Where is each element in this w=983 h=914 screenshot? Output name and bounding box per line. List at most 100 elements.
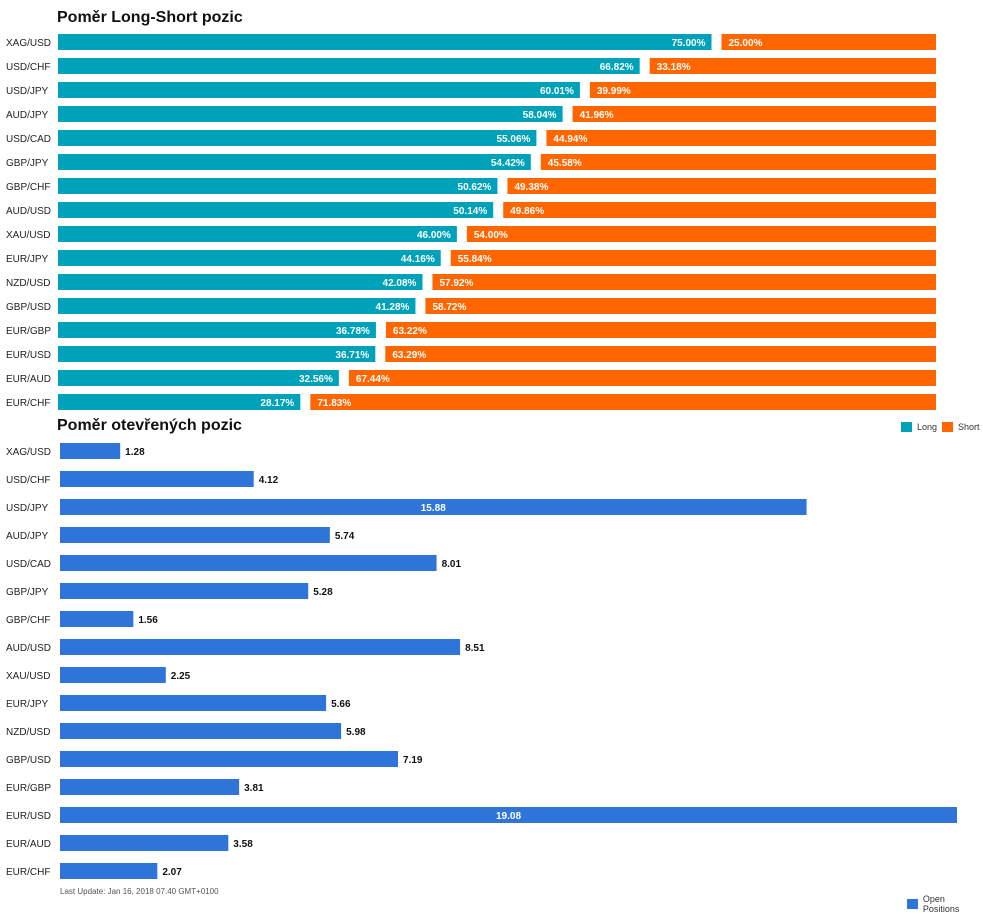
long-bar-eur-gbp xyxy=(58,322,376,338)
tick-label-nzd-usd: NZD/USD xyxy=(6,278,50,289)
short-value-label-eur-gbp: 63.22% xyxy=(393,326,427,337)
legend-short-swatch xyxy=(942,422,953,432)
long-bar-gbp-jpy xyxy=(58,154,531,170)
open-tick-label-eur-jpy: EUR/JPY xyxy=(6,699,49,710)
tick-label-eur-usd: EUR/USD xyxy=(6,350,51,361)
short-bar-eur-jpy xyxy=(450,250,936,266)
tick-label-usd-chf: USD/CHF xyxy=(6,62,50,73)
open-bar-usd-cad xyxy=(60,555,437,571)
short-bar-eur-chf xyxy=(310,394,936,410)
long-value-label-eur-usd: 36.71% xyxy=(335,350,369,361)
open-tick-label-eur-gbp: EUR/GBP xyxy=(6,783,51,794)
open-tick-label-usd-jpy: USD/JPY xyxy=(6,503,49,514)
open-bar-aud-usd xyxy=(60,639,461,655)
open-value-label-xag-usd: 1.28 xyxy=(125,447,145,458)
long-bar-usd-cad xyxy=(58,130,537,146)
open-value-label-eur-usd: 19.08 xyxy=(496,811,521,822)
legend-short: Short xyxy=(942,422,980,432)
long-value-label-gbp-jpy: 54.42% xyxy=(491,158,525,169)
open-bar-gbp-jpy xyxy=(60,583,309,599)
short-bar-eur-aud xyxy=(348,370,936,386)
long-bar-usd-jpy xyxy=(58,82,580,98)
open-tick-label-aud-jpy: AUD/JPY xyxy=(6,531,49,542)
short-value-label-xag-usd: 25.00% xyxy=(729,38,763,49)
open-bar-usd-jpy xyxy=(60,499,807,515)
tick-label-gbp-usd: GBP/USD xyxy=(6,302,51,313)
short-bar-usd-chf xyxy=(649,58,936,74)
open-bar-xau-usd xyxy=(60,667,166,683)
open-tick-label-xag-usd: XAG/USD xyxy=(6,447,51,458)
short-value-label-xau-usd: 54.00% xyxy=(474,230,508,241)
open-bar-nzd-usd xyxy=(60,723,342,739)
short-value-label-usd-chf: 33.18% xyxy=(657,62,691,73)
open-value-label-aud-jpy: 5.74 xyxy=(335,531,355,542)
short-bar-gbp-chf xyxy=(507,178,936,194)
legend-long-swatch xyxy=(901,422,912,432)
open-bar-eur-aud xyxy=(60,835,229,851)
open-tick-label-xau-usd: XAU/USD xyxy=(6,671,50,682)
tick-label-eur-aud: EUR/AUD xyxy=(6,374,51,385)
legend-open-label: Open Positions xyxy=(922,894,960,914)
open-bar-eur-chf xyxy=(60,863,158,879)
open-bar-eur-gbp xyxy=(60,779,240,795)
long-value-label-gbp-chf: 50.62% xyxy=(458,182,492,193)
long-bar-eur-usd xyxy=(58,346,376,362)
open-positions-chart-title: Poměr otevřených pozic xyxy=(57,417,242,434)
open-tick-label-aud-usd: AUD/USD xyxy=(6,643,51,654)
open-bar-usd-chf xyxy=(60,471,254,487)
short-value-label-eur-jpy: 55.84% xyxy=(458,254,492,265)
long-bar-eur-aud xyxy=(58,370,339,386)
short-value-label-aud-usd: 49.86% xyxy=(510,206,544,217)
short-value-label-aud-jpy: 41.96% xyxy=(580,110,614,121)
short-bar-eur-usd xyxy=(385,346,936,362)
short-value-label-usd-cad: 44.94% xyxy=(553,134,587,145)
short-value-label-eur-usd: 63.29% xyxy=(392,350,426,361)
open-value-label-usd-cad: 8.01 xyxy=(442,559,462,570)
long-value-label-nzd-usd: 42.08% xyxy=(383,278,417,289)
long-value-label-gbp-usd: 41.28% xyxy=(376,302,410,313)
short-bar-usd-jpy xyxy=(589,82,936,98)
legend-long: Long xyxy=(901,422,937,432)
open-tick-label-gbp-chf: GBP/CHF xyxy=(6,615,50,626)
open-bar-eur-usd xyxy=(60,807,957,823)
short-value-label-eur-chf: 71.83% xyxy=(317,398,351,409)
short-bar-gbp-usd xyxy=(425,298,936,314)
tick-label-usd-cad: USD/CAD xyxy=(6,134,51,145)
short-value-label-gbp-jpy: 45.58% xyxy=(548,158,582,169)
open-value-label-gbp-chf: 1.56 xyxy=(138,615,158,626)
tick-label-aud-jpy: AUD/JPY xyxy=(6,110,49,121)
short-value-label-gbp-usd: 58.72% xyxy=(432,302,466,313)
short-bar-usd-cad xyxy=(546,130,936,146)
long-value-label-usd-cad: 55.06% xyxy=(497,134,531,145)
open-value-label-eur-jpy: 5.66 xyxy=(331,699,351,710)
tick-label-eur-jpy: EUR/JPY xyxy=(6,254,49,265)
long-bar-aud-usd xyxy=(58,202,494,218)
open-bar-aud-jpy xyxy=(60,527,330,543)
long-bar-eur-chf xyxy=(58,394,301,410)
long-value-label-eur-aud: 32.56% xyxy=(299,374,333,385)
tick-label-xau-usd: XAU/USD xyxy=(6,230,50,241)
open-value-label-xau-usd: 2.25 xyxy=(171,671,191,682)
long-value-label-aud-usd: 50.14% xyxy=(453,206,487,217)
long-short-chart-title: Poměr Long-Short pozic xyxy=(57,9,243,26)
open-value-label-usd-jpy: 15.88 xyxy=(421,503,446,514)
open-tick-label-usd-chf: USD/CHF xyxy=(6,475,50,486)
open-value-label-usd-chf: 4.12 xyxy=(259,475,279,486)
open-value-label-eur-aud: 3.58 xyxy=(233,839,253,850)
long-value-label-usd-jpy: 60.01% xyxy=(540,86,574,97)
tick-label-usd-jpy: USD/JPY xyxy=(6,86,49,97)
short-value-label-gbp-chf: 49.38% xyxy=(514,182,548,193)
long-bar-nzd-usd xyxy=(58,274,423,290)
open-value-label-gbp-jpy: 5.28 xyxy=(313,587,333,598)
short-bar-nzd-usd xyxy=(432,274,936,290)
long-bar-xau-usd xyxy=(58,226,457,242)
long-bar-aud-jpy xyxy=(58,106,563,122)
long-value-label-aud-jpy: 58.04% xyxy=(523,110,557,121)
open-value-label-nzd-usd: 5.98 xyxy=(346,727,366,738)
last-update-text: Last Update: Jan 16, 2018 07:40 GMT+0100 xyxy=(60,887,219,896)
legend-open-positions: Open Positions xyxy=(907,894,983,914)
short-bar-eur-gbp xyxy=(385,322,936,338)
open-bar-gbp-usd xyxy=(60,751,399,767)
open-tick-label-nzd-usd: NZD/USD xyxy=(6,727,50,738)
